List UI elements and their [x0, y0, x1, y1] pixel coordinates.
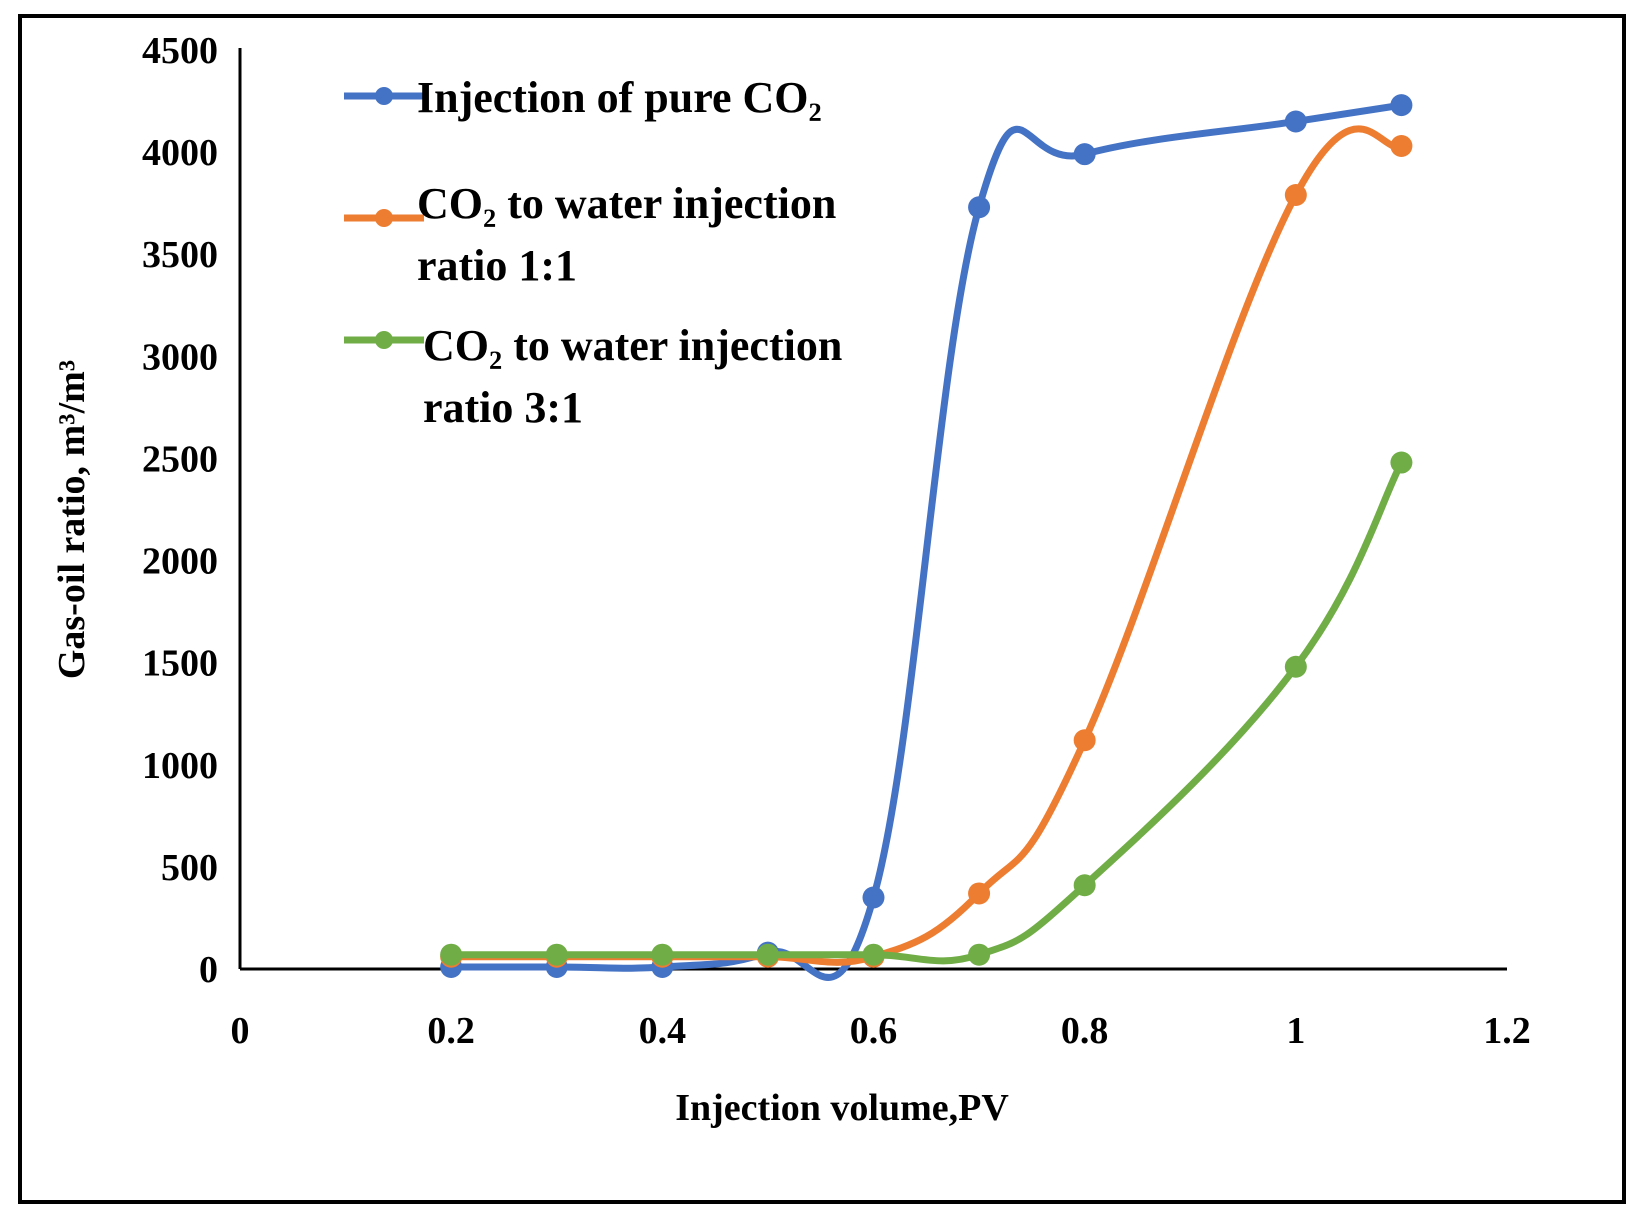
y-tick-label: 0 [199, 949, 218, 991]
y-tick-label: 1500 [142, 643, 218, 685]
series-point [1073, 874, 1096, 897]
series-point [756, 943, 779, 966]
y-tick-label: 3500 [142, 234, 218, 276]
legend-swatch-marker-pure-co2 [375, 87, 393, 105]
y-tick-label: 2000 [142, 541, 218, 583]
x-tick-label: 0 [231, 1010, 250, 1052]
series-point [968, 196, 991, 219]
series-point [440, 943, 463, 966]
series-point [862, 886, 885, 909]
series-point [1073, 729, 1096, 752]
series-line [447, 101, 1405, 981]
legend-label-ratio-1-1-line1: CO₂ to water injection [417, 179, 836, 228]
x-tick-label: 1.2 [1483, 1010, 1531, 1052]
x-axis-title: Injection volume,PV [675, 1087, 1009, 1129]
legend: Injection of pure CO₂ CO₂ to water injec… [344, 73, 842, 432]
series-point [1284, 655, 1307, 678]
x-tick-label: 1 [1286, 1010, 1305, 1052]
y-tick-label: 4000 [142, 132, 218, 174]
legend-label-pure-co2: Injection of pure CO₂ [417, 73, 822, 122]
y-tick-label: 2500 [142, 438, 218, 480]
legend-swatch-marker-ratio-3-1 [375, 331, 393, 349]
series-point [968, 882, 991, 905]
series-point [651, 943, 674, 966]
x-tick-label: 0.2 [427, 1010, 475, 1052]
series-point [1284, 183, 1307, 206]
legend-swatch-marker-ratio-1-1 [375, 209, 393, 227]
y-tick-label: 500 [161, 847, 218, 889]
series-point [1390, 451, 1413, 474]
series-point [1073, 143, 1096, 166]
series-point [1390, 94, 1413, 117]
legend-label-ratio-3-1-line2: ratio 3:1 [423, 383, 583, 432]
y-tick-label: 4500 [142, 30, 218, 72]
x-tick-label: 0.8 [1061, 1010, 1109, 1052]
chart-frame: 0 0.2 0.4 0.6 0.8 1 1.2 0 500 1000 1500 2000 2500 300… [18, 14, 1626, 1204]
series-point [968, 943, 991, 966]
legend-label-ratio-1-1-line2: ratio 1:1 [417, 241, 577, 290]
axes: 0 0.2 0.4 0.6 0.8 1 1.2 0 500 1000 1500 2000 2500 300… [51, 30, 1531, 1129]
chart-svg: 0 0.2 0.4 0.6 0.8 1 1.2 0 500 1000 1500 2000 2500 300… [51, 30, 1531, 1129]
y-tick-label: 3000 [142, 336, 218, 378]
legend-label-ratio-3-1-line1: CO₂ to water injection [423, 321, 842, 370]
x-tick-label: 0.4 [639, 1010, 687, 1052]
series-point [1284, 110, 1307, 133]
x-tick-label: 0.6 [850, 1010, 898, 1052]
series-point [545, 943, 568, 966]
y-axis-title: Gas-oil ratio, m³/m³ [51, 360, 93, 679]
series-layer [440, 94, 1413, 981]
series-point [1390, 134, 1413, 157]
series-point [862, 943, 885, 966]
series-3 [440, 451, 1413, 966]
y-tick-label: 1000 [142, 745, 218, 787]
